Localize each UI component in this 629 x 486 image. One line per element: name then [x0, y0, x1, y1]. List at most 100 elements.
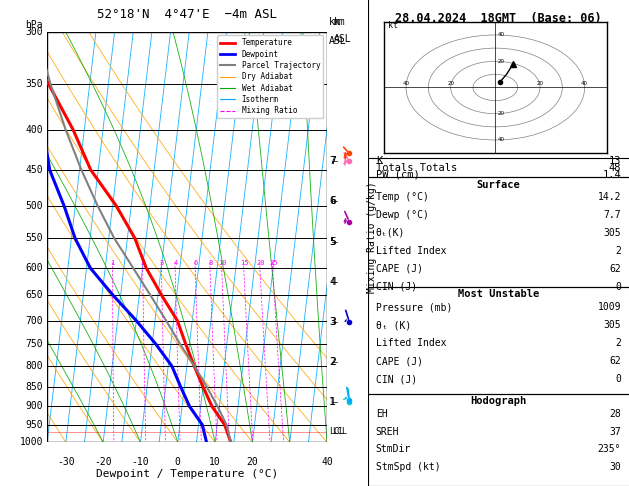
Text: 450: 450	[25, 165, 43, 175]
Text: 1: 1	[330, 397, 335, 407]
Text: 7: 7	[330, 156, 336, 166]
Text: 5: 5	[330, 237, 335, 246]
Text: 40: 40	[581, 81, 588, 86]
Text: 2: 2	[615, 246, 621, 256]
Text: 3: 3	[330, 317, 336, 327]
Text: 2: 2	[330, 357, 335, 367]
Text: Hodograph: Hodograph	[470, 396, 526, 406]
Text: 350: 350	[25, 79, 43, 89]
Text: 40: 40	[403, 81, 409, 86]
Text: 20: 20	[537, 81, 543, 86]
Text: Dewpoint / Temperature (°C): Dewpoint / Temperature (°C)	[96, 469, 278, 479]
Text: 4: 4	[173, 260, 177, 266]
Text: 2: 2	[615, 338, 621, 348]
Text: 950: 950	[25, 420, 43, 430]
Text: ASL: ASL	[330, 35, 347, 46]
Text: SREH: SREH	[376, 427, 399, 436]
Text: 800: 800	[25, 361, 43, 371]
Text: PW (cm): PW (cm)	[376, 170, 420, 180]
Text: 3: 3	[160, 260, 164, 266]
Text: 6: 6	[194, 260, 198, 266]
Text: LCL: LCL	[332, 427, 347, 436]
Text: 40: 40	[498, 138, 504, 142]
Text: Pressure (mb): Pressure (mb)	[376, 302, 452, 312]
Text: 900: 900	[25, 401, 43, 411]
Text: 25: 25	[269, 260, 277, 266]
Text: LCL: LCL	[330, 427, 344, 436]
Text: 62: 62	[610, 356, 621, 366]
Text: 0: 0	[615, 374, 621, 384]
Text: 4: 4	[330, 277, 336, 287]
Text: K: K	[376, 156, 382, 166]
Text: 300: 300	[25, 27, 43, 36]
Text: 8: 8	[208, 260, 213, 266]
Text: -20: -20	[94, 457, 112, 467]
Text: -10: -10	[131, 457, 149, 467]
Text: 0: 0	[175, 457, 181, 467]
Text: StmSpd (kt): StmSpd (kt)	[376, 462, 440, 471]
Text: CIN (J): CIN (J)	[376, 282, 417, 292]
Text: 40: 40	[321, 457, 333, 467]
Text: 14.2: 14.2	[598, 192, 621, 202]
Text: 15: 15	[240, 260, 248, 266]
Text: km: km	[334, 17, 345, 28]
Text: 52°18'N  4°47'E  −4m ASL: 52°18'N 4°47'E −4m ASL	[97, 8, 277, 21]
Text: 550: 550	[25, 233, 43, 243]
Text: 2: 2	[141, 260, 145, 266]
Legend: Temperature, Dewpoint, Parcel Trajectory, Dry Adiabat, Wet Adiabat, Isotherm, Mi: Temperature, Dewpoint, Parcel Trajectory…	[217, 35, 323, 118]
Text: 235°: 235°	[598, 444, 621, 454]
Text: 3: 3	[330, 317, 335, 327]
Text: θₜ (K): θₜ (K)	[376, 320, 411, 330]
Text: 1: 1	[111, 260, 114, 266]
Text: 1009: 1009	[598, 302, 621, 312]
Text: 600: 600	[25, 263, 43, 273]
Text: 28: 28	[610, 409, 621, 419]
Text: ASL: ASL	[334, 34, 352, 44]
Text: 10: 10	[218, 260, 226, 266]
Text: 4: 4	[330, 277, 335, 287]
Text: 500: 500	[25, 201, 43, 211]
Text: -30: -30	[57, 457, 75, 467]
Text: CIN (J): CIN (J)	[376, 374, 417, 384]
Text: km: km	[330, 17, 341, 28]
Text: Lifted Index: Lifted Index	[376, 338, 447, 348]
Text: 850: 850	[25, 382, 43, 392]
Text: 0: 0	[615, 282, 621, 292]
Text: 2: 2	[330, 357, 336, 367]
Text: 13: 13	[609, 156, 621, 166]
Text: 20: 20	[247, 457, 259, 467]
Text: θₜ(K): θₜ(K)	[376, 228, 405, 238]
Text: CAPE (J): CAPE (J)	[376, 264, 423, 274]
Text: Lifted Index: Lifted Index	[376, 246, 447, 256]
Text: hPa: hPa	[25, 19, 43, 30]
Text: 650: 650	[25, 290, 43, 300]
Text: 1.4: 1.4	[603, 170, 621, 180]
Text: 20: 20	[256, 260, 265, 266]
Text: Most Unstable: Most Unstable	[458, 289, 539, 299]
Text: 750: 750	[25, 339, 43, 349]
Text: 400: 400	[25, 125, 43, 135]
Text: Mixing Ratio (g/kg): Mixing Ratio (g/kg)	[367, 181, 377, 293]
Text: 1000: 1000	[19, 437, 43, 447]
Text: 7: 7	[330, 156, 335, 166]
Text: EH: EH	[376, 409, 387, 419]
Text: 30: 30	[610, 462, 621, 471]
Text: 700: 700	[25, 315, 43, 326]
Text: Dewp (°C): Dewp (°C)	[376, 210, 429, 220]
Text: Totals Totals: Totals Totals	[376, 163, 457, 173]
Text: 48: 48	[609, 163, 621, 173]
Text: Surface: Surface	[477, 180, 520, 190]
Text: 6: 6	[330, 196, 336, 207]
Text: 6: 6	[330, 196, 335, 207]
Text: 40: 40	[498, 33, 504, 37]
Text: 10: 10	[209, 457, 221, 467]
Text: CAPE (J): CAPE (J)	[376, 356, 423, 366]
Text: Temp (°C): Temp (°C)	[376, 192, 429, 202]
Text: 20: 20	[447, 81, 454, 86]
Text: 20: 20	[498, 59, 504, 64]
Text: 28.04.2024  18GMT  (Base: 06): 28.04.2024 18GMT (Base: 06)	[395, 12, 602, 25]
Text: 20: 20	[498, 111, 504, 116]
Text: kt: kt	[388, 21, 398, 31]
Text: 62: 62	[610, 264, 621, 274]
Text: 305: 305	[604, 228, 621, 238]
